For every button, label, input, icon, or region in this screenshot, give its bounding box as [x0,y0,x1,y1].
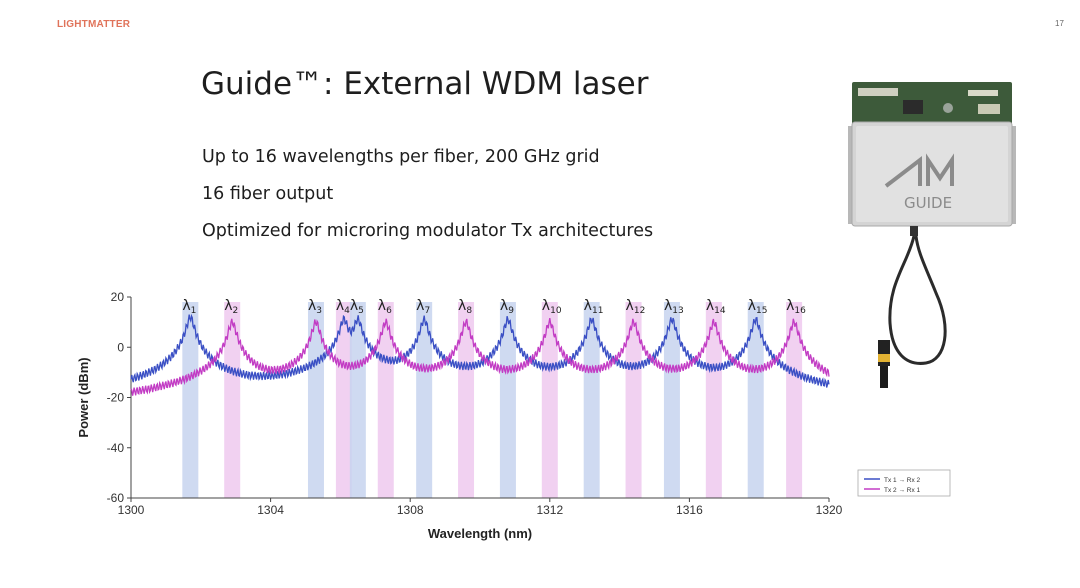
y-tick-label: -40 [107,441,125,455]
channel-label: λ5 [350,298,364,316]
channel-label: λ10 [542,298,562,316]
y-tick-label: -60 [107,491,125,505]
channel-label: λ9 [500,298,514,316]
channel-label: λ16 [786,298,806,316]
y-tick-label: 0 [117,340,124,354]
legend-label: Tx 2 → Rx 1 [884,487,921,494]
series-line-1 [130,313,830,388]
x-tick-label: 1300 [118,503,145,517]
channel-band [786,302,803,498]
channel-band [458,302,475,498]
channel-band [499,302,516,498]
channel-band [349,302,366,498]
guide-device-image: GUIDE [848,82,1016,388]
channel-band [705,302,722,498]
channel-band [224,302,241,498]
channel-band [182,302,199,498]
channel-label: λ3 [308,298,322,316]
x-tick-label: 1304 [257,503,284,517]
x-tick-label: 1320 [816,503,843,517]
series-line-2 [130,317,830,396]
channel-label: λ15 [748,298,768,316]
bullet-wavelengths: Up to 16 wavelengths per fiber, 200 GHz … [202,147,600,167]
device-brand-label: GUIDE [904,194,952,212]
channel-label: λ7 [416,298,430,316]
channel-band [377,302,394,498]
channel-band [307,302,324,498]
page-number: 17 [1055,19,1064,28]
channel-label: λ2 [224,298,238,316]
legend-label: Tx 1 → Rx 2 [884,477,921,484]
channel-band [625,302,642,498]
channel-label: λ13 [664,298,684,316]
channel-band [583,302,600,498]
y-tick-label: -20 [107,391,125,405]
channel-band [416,302,433,498]
x-tick-label: 1312 [536,503,563,517]
bullet-fiber-output: 16 fiber output [202,184,334,204]
x-axis-label: Wavelength (nm) [428,526,532,541]
slide-title: Guide™: External WDM laser [201,66,649,102]
y-axis-label: Power (dBm) [76,357,91,437]
channel-label: λ6 [378,298,392,316]
channel-band [541,302,558,498]
channel-band [663,302,680,498]
guide-logo-mark [884,155,922,188]
x-tick-label: 1308 [397,503,424,517]
y-tick-label: 20 [111,290,125,304]
company-logo: LIGHTMATTER [57,19,131,30]
channel-label: λ14 [706,298,726,316]
channel-label: λ11 [584,298,604,316]
channel-band [747,302,764,498]
bullet-microring: Optimized for microring modulator Tx arc… [202,221,654,241]
channel-label: λ4 [336,298,350,316]
x-tick-label: 1316 [676,503,703,517]
channel-label: λ1 [182,298,196,316]
channel-label: λ12 [626,298,646,316]
channel-band [335,302,352,498]
channel-label: λ8 [458,298,472,316]
legend-box [857,469,951,497]
